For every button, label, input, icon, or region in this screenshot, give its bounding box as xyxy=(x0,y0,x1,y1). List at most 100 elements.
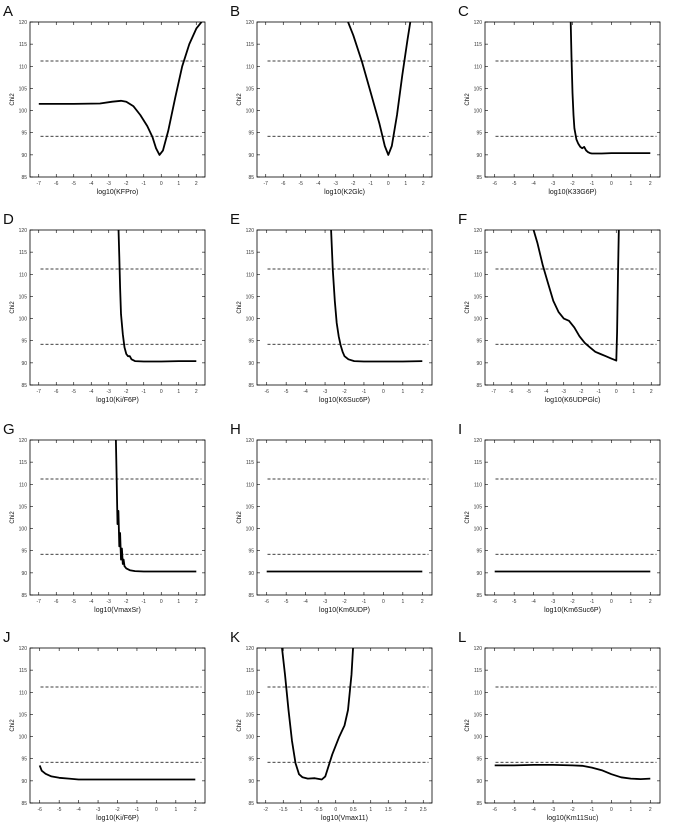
y-axis-label: Chi2 xyxy=(465,719,471,732)
y-tick-label: 100 xyxy=(19,527,28,533)
x-tick-label: -6 xyxy=(492,181,497,187)
chart-panel-e: E 85 90 95 100 105 110 115 120 -6 -5 -4 -3 -2 -1 0 1 2 log… xyxy=(230,211,433,404)
x-tick-label: -1 xyxy=(142,599,147,605)
panel-letter: D xyxy=(3,211,14,228)
x-tick-label: -5 xyxy=(299,181,304,187)
y-tick-label: 100 xyxy=(19,735,28,741)
x-tick-label: -5 xyxy=(57,807,62,813)
x-axis-label: log10(VmaxSr) xyxy=(94,607,141,614)
chart-panel-j: J 85 90 95 100 105 110 115 120 -6 -5 -4 -3 -2 -1 0 1 2 log… xyxy=(3,629,206,822)
x-tick-label: -1.5 xyxy=(279,807,288,813)
x-tick-label: -3 xyxy=(96,807,101,813)
y-tick-label: 115 xyxy=(246,460,254,466)
y-tick-label: 105 xyxy=(246,712,255,718)
x-tick-label: 0 xyxy=(160,181,163,187)
x-tick-label: 1 xyxy=(404,181,407,187)
y-tick-label: 85 xyxy=(476,593,482,599)
y-tick-label: 90 xyxy=(476,153,482,159)
y-tick-label: 110 xyxy=(246,482,254,488)
y-tick-label: 85 xyxy=(476,801,482,807)
chart-panel-c: C 85 90 95 100 105 110 115 120 -6 -5 -4 -3 -2 -1 0 1 2 log… xyxy=(458,3,661,196)
x-tick-label: -7 xyxy=(37,181,42,187)
x-tick-label: -2 xyxy=(264,807,269,813)
plot-frame xyxy=(484,229,661,386)
x-tick-label: 0 xyxy=(160,599,163,605)
x-tick-label: -1 xyxy=(135,807,140,813)
y-tick-label: 95 xyxy=(21,131,27,137)
y-tick-label: 100 xyxy=(246,317,255,323)
y-tick-label: 115 xyxy=(474,250,482,256)
x-tick-label: 0 xyxy=(382,599,385,605)
y-tick-label: 120 xyxy=(19,228,28,234)
x-axis-label: log10(K33G6P) xyxy=(548,189,596,196)
y-tick-label: 85 xyxy=(248,383,254,389)
y-axis-label: Chi2 xyxy=(10,93,16,106)
x-tick-label: -6 xyxy=(54,599,59,605)
x-tick-label: 2 xyxy=(421,389,424,395)
y-tick-label: 110 xyxy=(474,690,482,696)
y-tick-label: 120 xyxy=(474,20,483,26)
y-tick-label: 120 xyxy=(246,20,255,26)
x-tick-label: -1 xyxy=(142,181,147,187)
x-tick-label: -3 xyxy=(323,599,328,605)
x-tick-label: 2 xyxy=(421,599,424,605)
x-tick-label: -1 xyxy=(142,389,147,395)
y-tick-label: 95 xyxy=(476,131,482,137)
y-axis-label: Chi2 xyxy=(465,511,471,524)
x-tick-label: 1 xyxy=(174,807,177,813)
x-axis-label: log10(Ki/F6P) xyxy=(96,397,139,404)
y-tick-label: 115 xyxy=(246,668,254,674)
x-axis-label: log10(Ki/F6P) xyxy=(96,815,139,822)
x-tick-label: -6 xyxy=(54,389,59,395)
y-tick-label: 85 xyxy=(476,175,482,181)
x-tick-label: 2 xyxy=(404,807,407,813)
y-tick-label: 100 xyxy=(474,109,483,115)
plot-frame xyxy=(29,21,206,178)
y-tick-label: 100 xyxy=(246,109,255,115)
y-axis-label: Chi2 xyxy=(465,93,471,106)
profile-line xyxy=(330,230,423,363)
y-tick-label: 115 xyxy=(474,668,482,674)
x-tick-label: -1 xyxy=(299,807,304,813)
x-tick-label: -2 xyxy=(124,389,129,395)
y-tick-label: 85 xyxy=(21,383,27,389)
x-tick-label: 1 xyxy=(401,389,404,395)
x-tick-label: -3 xyxy=(551,807,556,813)
x-tick-label: -4 xyxy=(303,389,308,395)
y-tick-label: 115 xyxy=(19,250,27,256)
y-tick-label: 90 xyxy=(21,153,27,159)
x-tick-label: 2 xyxy=(649,599,652,605)
x-axis-label: log10(Km6Suc6P) xyxy=(544,607,601,614)
y-tick-label: 120 xyxy=(474,646,483,652)
y-tick-label: 90 xyxy=(21,571,27,577)
plot-frame xyxy=(29,229,206,386)
x-tick-label: -4 xyxy=(531,807,536,813)
x-tick-label: -6 xyxy=(492,599,497,605)
y-tick-label: 120 xyxy=(19,438,28,444)
y-tick-label: 115 xyxy=(246,42,254,48)
y-tick-label: 110 xyxy=(474,64,482,70)
x-tick-label: -2 xyxy=(124,181,129,187)
y-axis-label: Chi2 xyxy=(10,301,16,314)
y-tick-label: 85 xyxy=(21,593,27,599)
panel-letter: C xyxy=(458,3,469,20)
x-tick-label: 0 xyxy=(382,389,385,395)
y-tick-label: 110 xyxy=(19,690,27,696)
x-tick-label: -4 xyxy=(89,599,94,605)
y-tick-label: 105 xyxy=(19,86,28,92)
x-tick-label: -5 xyxy=(284,599,289,605)
chart-panel-h: H 85 90 95 100 105 110 115 120 -6 -5 -4 -3 -2 -1 0 1 2 log… xyxy=(230,421,433,614)
panel-letter: I xyxy=(458,421,462,438)
y-tick-label: 100 xyxy=(19,109,28,115)
x-tick-label: -7 xyxy=(492,389,497,395)
panel-letter: K xyxy=(230,629,240,646)
x-tick-label: -6 xyxy=(264,599,269,605)
x-tick-label: -3 xyxy=(562,389,567,395)
plot-frame xyxy=(256,21,433,178)
x-tick-label: 2 xyxy=(649,181,652,187)
profile-line xyxy=(38,22,203,156)
y-tick-label: 115 xyxy=(246,250,254,256)
y-tick-label: 120 xyxy=(246,438,255,444)
x-tick-label: -5 xyxy=(512,181,517,187)
y-tick-label: 105 xyxy=(474,712,483,718)
